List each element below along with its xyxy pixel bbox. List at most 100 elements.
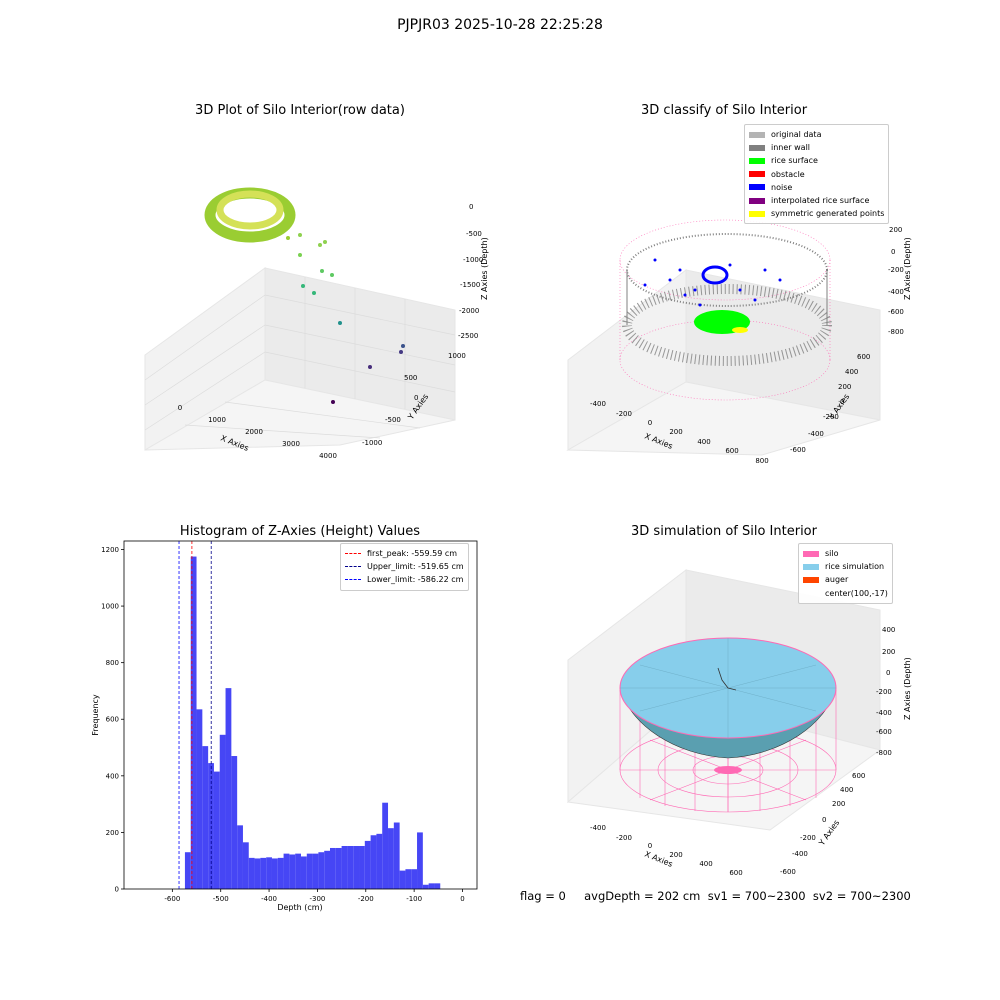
plot1-zlabel: Z Axies (Depth) bbox=[480, 237, 489, 300]
plot1-ring-inner bbox=[216, 190, 284, 230]
histogram-bar bbox=[266, 857, 272, 889]
plot4-ylabel: Y Axies bbox=[817, 818, 842, 848]
svg-text:200: 200 bbox=[669, 851, 682, 859]
histogram-bar bbox=[219, 734, 226, 889]
legend-item: interpolated rice surface bbox=[749, 194, 884, 207]
legend-item: symmetric generated points bbox=[749, 207, 884, 220]
plot1-x-ticks: 0 1000 2000 3000 4000 bbox=[178, 404, 337, 460]
svg-text:-400: -400 bbox=[808, 430, 824, 438]
histogram-bar bbox=[417, 832, 423, 889]
legend-swatch bbox=[749, 144, 765, 151]
svg-text:-200: -200 bbox=[888, 266, 904, 274]
histogram-bar bbox=[329, 847, 336, 889]
svg-text:200: 200 bbox=[838, 383, 851, 391]
histogram-bar bbox=[312, 853, 319, 889]
legend-line bbox=[345, 566, 361, 568]
histogram-bar bbox=[248, 857, 255, 889]
histogram-ytick-label: 600 bbox=[106, 716, 119, 724]
histogram-bar bbox=[399, 870, 406, 889]
plot1-ytick: -500 bbox=[385, 416, 401, 424]
plot2-y-ticks: -600 -400 -200 0 200 400 600 bbox=[790, 353, 870, 454]
plot4-axes: -400 -200 0 200 400 600 -600 -400 -200 0… bbox=[566, 568, 912, 877]
legend-swatch bbox=[803, 590, 819, 596]
svg-text:200: 200 bbox=[882, 648, 895, 656]
histogram-bar bbox=[237, 825, 243, 889]
plot1-ztick: -500 bbox=[466, 230, 482, 238]
histogram-bar bbox=[341, 845, 348, 889]
legend-swatch bbox=[803, 576, 819, 583]
histogram-ytick-label: 0 bbox=[115, 886, 119, 894]
plot1-scatter-points bbox=[268, 231, 405, 404]
histogram-bar bbox=[388, 828, 394, 889]
legend-item: rice simulation bbox=[803, 560, 888, 573]
histogram-bar bbox=[359, 845, 365, 889]
hist-title: Histogram of Z-Axies (Height) Values bbox=[179, 524, 421, 539]
svg-text:-400: -400 bbox=[590, 824, 606, 832]
svg-text:-600: -600 bbox=[888, 308, 904, 316]
histogram-bar bbox=[283, 853, 290, 889]
legend-item: rice surface bbox=[749, 154, 884, 167]
svg-text:400: 400 bbox=[845, 368, 858, 376]
plot2-symmetric-points bbox=[732, 327, 748, 333]
svg-text:-200: -200 bbox=[616, 410, 632, 418]
histogram-bar bbox=[202, 746, 209, 889]
histogram-ytick-label: 800 bbox=[106, 659, 119, 667]
svg-text:-400: -400 bbox=[876, 709, 892, 717]
legend-item: Upper_limit: -519.65 cm bbox=[345, 560, 464, 573]
legend-swatch bbox=[803, 563, 819, 570]
hist-ylabel: Frequency bbox=[91, 694, 100, 736]
plot1-ytick: 1000 bbox=[448, 352, 466, 360]
svg-text:400: 400 bbox=[699, 860, 712, 868]
svg-text:-200: -200 bbox=[800, 834, 816, 842]
legend-line bbox=[345, 553, 361, 555]
plot1-ytick: 500 bbox=[404, 374, 417, 382]
plot1-ztick: -1000 bbox=[463, 256, 483, 264]
plot2-axes: -400 -200 0 200 400 600 800 -600 -400 -2… bbox=[566, 219, 912, 465]
svg-text:-800: -800 bbox=[876, 749, 892, 757]
legend-item: auger bbox=[803, 573, 888, 586]
plot4-auger bbox=[717, 667, 737, 691]
svg-text:600: 600 bbox=[725, 447, 738, 455]
plot1-ztick: -2000 bbox=[459, 307, 479, 315]
histogram-x-ticks: -600 -500 -400 -300 -200 -100 0 bbox=[164, 889, 465, 903]
histogram-xtick-label: -400 bbox=[261, 895, 277, 903]
plot4-y-ticks: -600 -400 -200 0 200 400 600 bbox=[780, 772, 865, 876]
histogram-bar bbox=[353, 845, 360, 889]
histogram-xtick-label: 0 bbox=[460, 895, 464, 903]
legend-item: first_peak: -559.59 cm bbox=[345, 547, 464, 560]
histogram-bar bbox=[184, 852, 191, 889]
plot2-z-ticks: 200 0 -200 -400 -600 -800 bbox=[888, 226, 904, 336]
svg-text:0: 0 bbox=[648, 842, 652, 850]
plot2-legend: original data inner wall rice surface ob… bbox=[744, 124, 890, 225]
plot1-ytick: -1000 bbox=[362, 439, 382, 447]
svg-text:-600: -600 bbox=[790, 446, 806, 454]
svg-text:-200: -200 bbox=[876, 688, 892, 696]
plot1-axes: 0 1000 2000 3000 4000 -1000 -500 0 500 1… bbox=[144, 187, 489, 460]
plot2-noise-points bbox=[643, 258, 782, 307]
histogram-xtick-label: -500 bbox=[213, 895, 229, 903]
svg-text:-600: -600 bbox=[876, 728, 892, 736]
histogram-bar bbox=[370, 835, 377, 889]
plot4-legend: silo rice simulation auger center(100,-1… bbox=[798, 543, 893, 604]
plot1-xtick: 2000 bbox=[245, 428, 263, 436]
plot2-zlabel: Z Axies (Depth) bbox=[903, 237, 912, 300]
plot1-z-ticks: 0 -500 -1000 -1500 -2000 -2500 bbox=[458, 203, 483, 340]
plot1-floor-pane bbox=[144, 379, 456, 451]
histogram-bar bbox=[196, 709, 203, 889]
plot4-title: 3D simulation of Silo Interior bbox=[631, 524, 817, 539]
svg-text:200: 200 bbox=[832, 800, 845, 808]
svg-text:-200: -200 bbox=[616, 834, 632, 842]
plot4-x-ticks: -400 -200 0 200 400 600 bbox=[590, 824, 743, 877]
legend-item: obstacle bbox=[749, 168, 884, 181]
legend-swatch bbox=[749, 131, 765, 138]
histogram-xtick-label: -100 bbox=[406, 895, 422, 903]
svg-text:200: 200 bbox=[889, 226, 902, 234]
plot1-ztick: -2500 bbox=[458, 332, 478, 340]
legend-swatch bbox=[749, 184, 765, 191]
plot2-floor-pane bbox=[566, 381, 881, 456]
svg-text:0: 0 bbox=[840, 398, 844, 406]
histogram-xtick-label: -300 bbox=[309, 895, 325, 903]
histogram-frame bbox=[123, 540, 478, 890]
histogram-bar bbox=[254, 858, 261, 889]
svg-text:800: 800 bbox=[755, 457, 768, 465]
